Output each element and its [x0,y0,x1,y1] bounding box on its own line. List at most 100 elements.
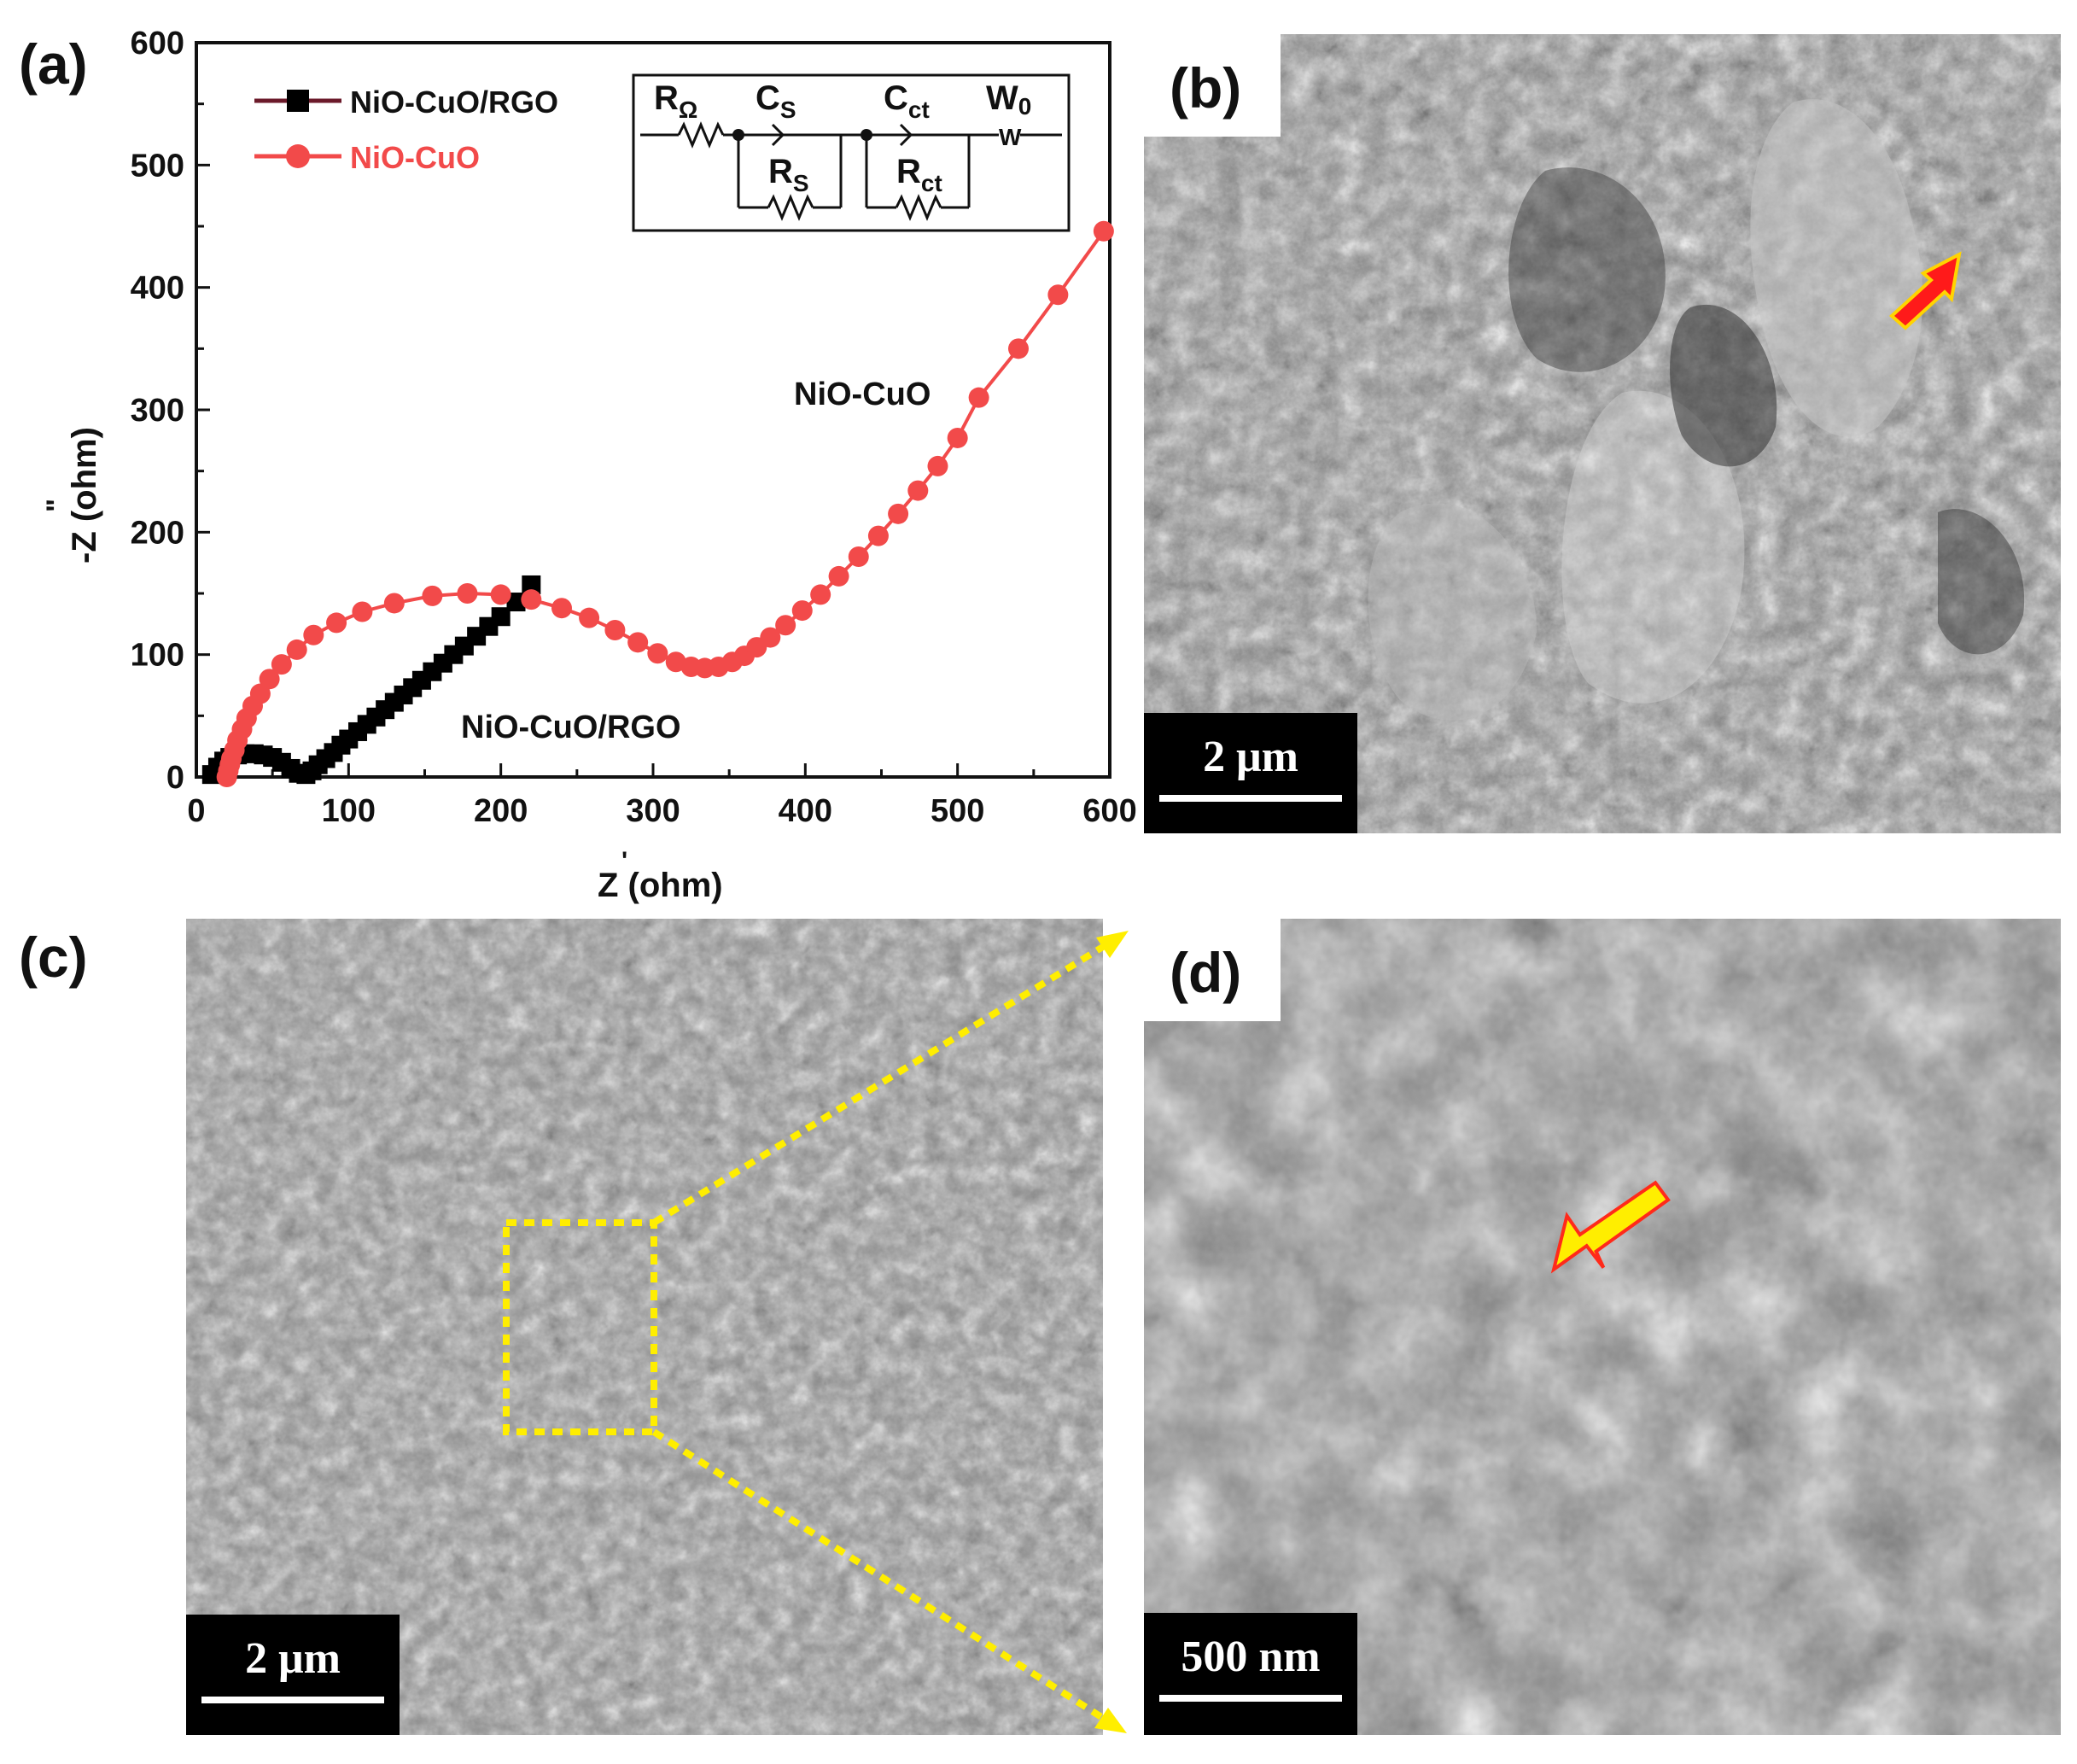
annotation-nio-cuo: NiO-CuO [794,377,931,412]
series-points [201,220,1114,787]
legend: NiO-CuO/RGO NiO-CuO [254,85,558,175]
x-axis-label: Z (ohm) [598,867,723,904]
data-point-nio-cuo [551,598,572,619]
x-tick-label: 300 [626,793,680,829]
data-point-nio-cuo [848,546,869,567]
data-point-nio-cuo [867,525,889,546]
yellow-arrow-marker [1550,1180,1671,1274]
data-point-nio-cuo [968,387,989,408]
data-point-nio-cuo [490,584,511,605]
data-point-nio-cuo [627,632,649,653]
data-point-nio-cuo [604,620,626,640]
scale-bar-b-line [1159,795,1342,802]
legend-label-nio-cuo-rgo: NiO-CuO/RGO [350,85,558,120]
data-point-nio-cuo [828,565,849,587]
legend-label-nio-cuo: NiO-CuO [350,140,480,175]
data-point-nio-cuo [907,480,929,501]
panel-d-letter-box [1144,919,1281,1021]
series-line-nio-cuo [225,230,1106,778]
scale-bar-c: 2 μm [186,1615,400,1735]
annotation-nio-cuo-rgo: NiO-CuO/RGO [461,710,681,745]
resistor-r-omega [677,121,725,149]
resistor-r-ct [895,194,942,221]
data-point-nio-cuo [760,627,781,648]
data-point-nio-cuo-rgo [506,593,526,612]
legend-marker-nio-cuo-rgo [287,90,309,112]
label-w0: W0 [986,79,1031,120]
data-point-nio-cuo [1047,284,1069,306]
y-tick-label: 300 [131,393,184,429]
data-point-nio-cuo [947,427,968,448]
panel-b-letter: (b) [1170,56,1242,120]
x-tick-label: 0 [187,793,205,829]
circuit-frame [632,73,1071,232]
data-point-nio-cuo [457,583,478,604]
data-point-nio-cuo-rgo [522,575,541,594]
data-point-nio-cuo [1008,338,1029,359]
y-tick-label: 100 [131,638,184,674]
circuit-w0-symbol: W [999,124,1022,150]
scale-bar-d: 500 nm [1144,1613,1357,1735]
node-2 [861,129,872,141]
x-tick-label: 600 [1082,793,1136,829]
scale-bar-d-line [1159,1695,1342,1702]
data-point-nio-cuo [521,589,542,610]
nyquist-chart: 0 100 200 300 400 500 600 0100200300400500600 … [41,26,1137,904]
data-point-nio-cuo [326,612,347,634]
x-ticks: 0 100 200 300 400 500 600 [187,763,1137,829]
y-tick-label: 500 [131,148,184,184]
data-point-nio-cuo [422,585,443,606]
cpe-c-s [771,123,785,147]
data-point-nio-cuo [271,654,292,675]
data-point-nio-cuo [775,615,796,636]
label-r-omega: RΩ [654,79,697,123]
label-r-ct: Rct [896,153,942,196]
data-point-nio-cuo [352,601,373,622]
sem-image-c: 2 μm [186,919,1103,1735]
scale-bar-b: 2 μm [1144,713,1357,833]
y-ticks: 0 100 200 300 400 500 600 [131,26,210,796]
x-tick-label: 400 [779,793,832,829]
x-tick-label: 100 [322,793,376,829]
sem-texture-b [1144,34,2061,833]
panel-d-letter: (d) [1170,941,1242,1004]
panel-c-letter: (c) [19,926,88,989]
data-point-nio-cuo [579,607,600,628]
data-point-nio-cuo [647,643,668,664]
node-1 [732,129,744,141]
resistor-r-s [767,194,814,221]
data-point-nio-cuo [810,584,831,605]
y-tick-label: 200 [131,515,184,551]
scale-bar-d-label: 500 nm [1181,1633,1321,1681]
data-point-nio-cuo [383,593,405,614]
y-tick-label: 0 [166,760,184,796]
sem-texture-c [186,919,1103,1735]
label-c-ct: Cct [884,79,930,123]
x-tick-label: 500 [931,793,984,829]
scale-bar-c-label: 2 μm [245,1634,341,1683]
x-tick-label: 200 [474,793,528,829]
y-axis-label-dprime: " [41,499,73,512]
y-tick-label: 600 [131,26,184,61]
sem-image-b: (b) 2 μm [1144,34,2061,833]
data-point-nio-cuo [888,503,909,524]
data-point-nio-cuo [286,639,307,660]
sem-texture-d [1144,919,2061,1735]
data-point-nio-cuo [927,455,948,476]
red-arrow-marker [1888,251,1962,330]
label-c-s: CS [756,79,796,123]
data-point-nio-cuo [303,624,324,645]
panel-b-letter-box [1144,34,1281,137]
y-tick-label: 400 [131,271,184,307]
data-point-nio-cuo-rgo [491,607,510,627]
sem-image-d: (d) 500 nm [1144,919,2061,1735]
scale-bar-b-label: 2 μm [1203,733,1298,781]
label-r-s: RS [768,153,809,196]
scale-bar-c-line [201,1697,384,1703]
equivalent-circuit-inset: W RΩ CS Cct W0 RS Rct [632,73,1071,232]
data-point-nio-cuo [249,683,271,704]
x-axis-label-prime: ' [621,847,627,875]
series-lines [210,230,1106,778]
legend-marker-nio-cuo [286,144,310,168]
y-axis-label: -Z (ohm) [66,427,103,564]
